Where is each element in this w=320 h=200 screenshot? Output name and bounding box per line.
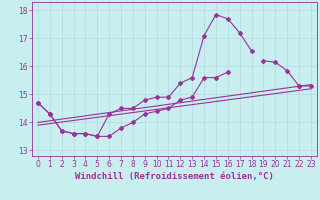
- X-axis label: Windchill (Refroidissement éolien,°C): Windchill (Refroidissement éolien,°C): [75, 172, 274, 181]
